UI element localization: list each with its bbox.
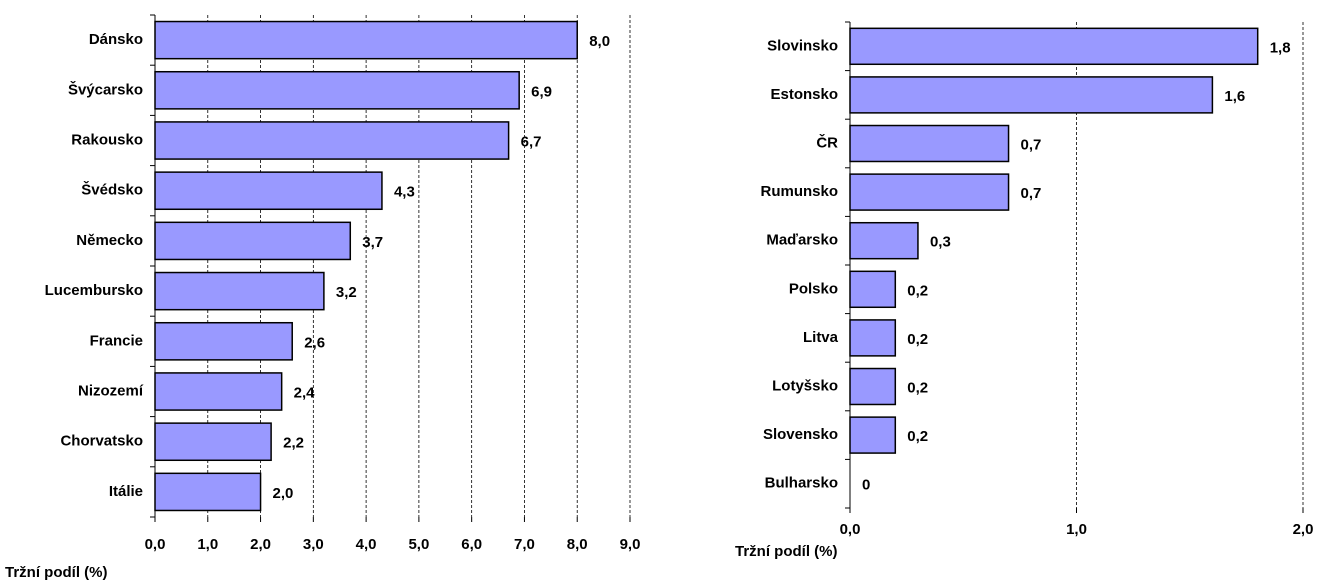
bar <box>154 171 383 211</box>
category-label: Slovinsko <box>767 37 838 54</box>
category-label: Rakousko <box>71 131 143 148</box>
category-label: Francie <box>90 332 143 349</box>
bar <box>849 367 897 406</box>
bar <box>154 20 578 60</box>
bar <box>849 76 1214 114</box>
x-tick-label: 7,0 <box>514 536 535 553</box>
x-axis-label: Tržní podíl (%) <box>735 543 838 560</box>
value-label: 6,7 <box>521 133 542 150</box>
value-label: 2,6 <box>304 334 325 351</box>
value-label: 1,8 <box>1270 39 1291 56</box>
x-axis-label: Tržní podíl (%) <box>5 564 108 581</box>
value-label: 6,9 <box>531 83 552 100</box>
bar <box>154 121 510 160</box>
bar <box>849 270 897 309</box>
category-label: ČR <box>816 133 838 151</box>
value-label: 0,7 <box>1021 136 1042 153</box>
value-label: 4,3 <box>394 184 415 201</box>
bar <box>849 173 1010 211</box>
bar <box>154 372 283 411</box>
x-tick-label: 2,0 <box>1293 521 1314 538</box>
bar <box>154 70 520 110</box>
value-label: 1,6 <box>1224 88 1245 105</box>
category-label: Německo <box>76 232 143 249</box>
x-tick-label: 2,0 <box>250 536 271 553</box>
category-label: Lotyšsko <box>772 377 838 394</box>
category-label: Estonsko <box>770 86 838 103</box>
category-label: Bulharsko <box>765 475 838 492</box>
category-label: Lucembursko <box>45 282 143 299</box>
category-label: Polsko <box>789 280 838 297</box>
category-label: Chorvatsko <box>60 433 143 450</box>
x-tick-label: 0,0 <box>145 536 166 553</box>
category-label: Itálie <box>109 483 143 500</box>
bar <box>154 321 293 361</box>
x-tick-label: 3,0 <box>303 536 324 553</box>
value-label: 8,0 <box>589 33 610 50</box>
value-label: 0 <box>862 477 870 494</box>
x-tick-label: 8,0 <box>567 536 588 553</box>
value-label: 0,7 <box>1021 185 1042 202</box>
bar <box>154 221 352 261</box>
x-tick-label: 4,0 <box>356 536 377 553</box>
x-tick-label: 0,0 <box>840 521 861 538</box>
x-tick-label: 9,0 <box>620 536 641 553</box>
x-tick-label: 1,0 <box>197 536 218 553</box>
value-label: 0,3 <box>930 234 951 251</box>
bar <box>849 124 1010 163</box>
bar <box>154 422 272 462</box>
category-label: Švýcarsko <box>68 80 143 98</box>
bar <box>154 271 325 311</box>
bar <box>849 27 1259 66</box>
category-label: Rumunsko <box>760 183 838 200</box>
category-label: Litva <box>803 329 839 346</box>
category-label: Maďarsko <box>766 232 838 249</box>
x-tick-label: 5,0 <box>408 536 429 553</box>
value-label: 3,7 <box>362 234 383 251</box>
value-label: 2,0 <box>273 485 294 502</box>
category-label: Švédsko <box>81 181 143 199</box>
value-label: 0,2 <box>907 331 928 348</box>
category-label: Slovensko <box>763 426 838 443</box>
bar <box>849 221 919 260</box>
value-label: 0,2 <box>907 428 928 445</box>
x-tick-label: 1,0 <box>1066 521 1087 538</box>
value-label: 0,2 <box>907 282 928 299</box>
bar <box>849 319 897 357</box>
value-label: 2,2 <box>283 435 304 452</box>
value-label: 2,4 <box>294 384 316 401</box>
x-tick-label: 6,0 <box>461 536 482 553</box>
value-label: 0,2 <box>907 379 928 396</box>
category-label: Dánsko <box>89 31 143 48</box>
bar <box>849 416 897 454</box>
bar <box>154 472 262 512</box>
category-label: Nizozemí <box>78 382 144 399</box>
value-label: 3,2 <box>336 284 357 301</box>
